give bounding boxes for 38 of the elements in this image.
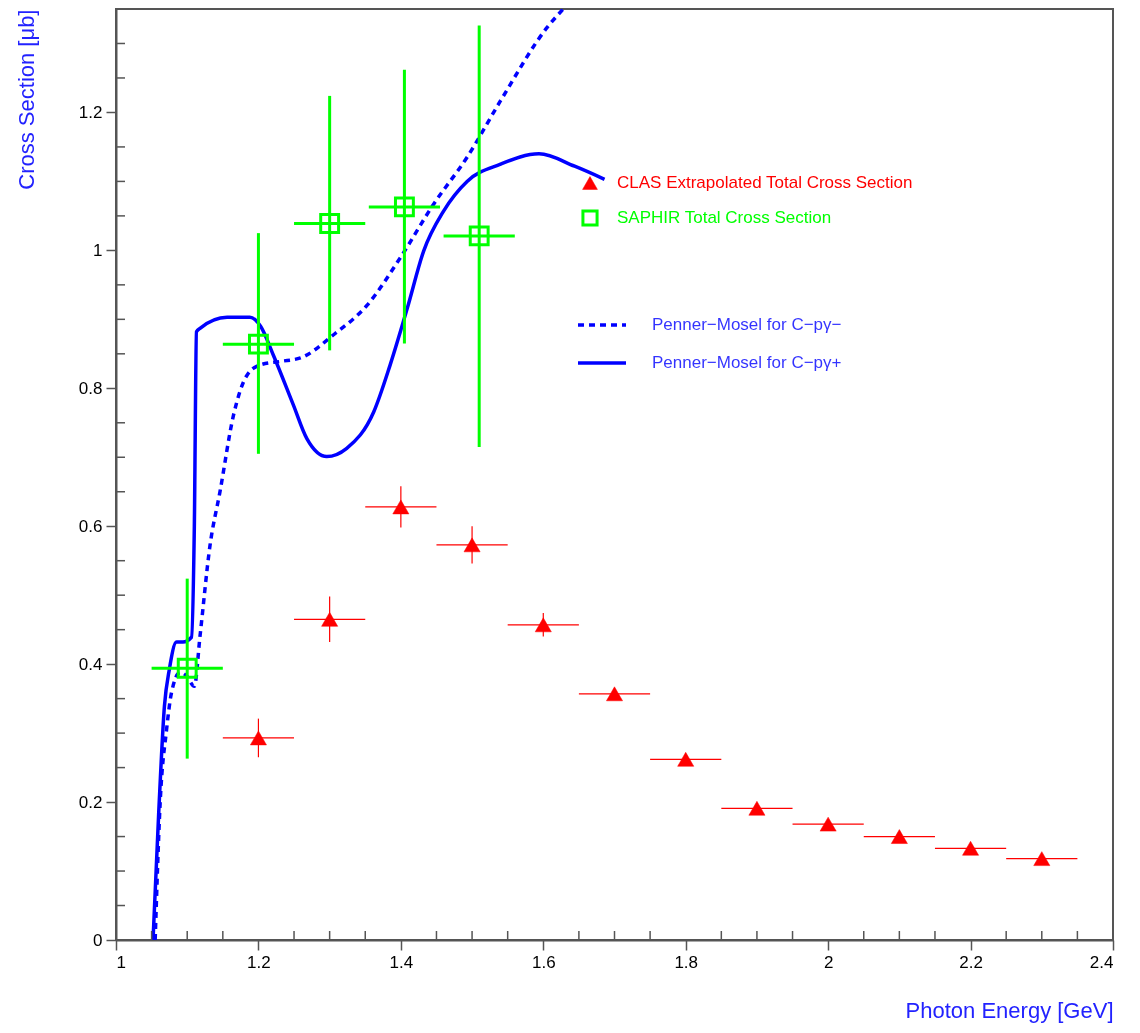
y-tick-label: 0.4 — [78, 654, 103, 674]
y-tick-label: 0 — [93, 930, 103, 950]
x-tick-label: 2.2 — [959, 952, 983, 972]
point — [468, 225, 490, 247]
y-tick-label: 0.8 — [78, 378, 103, 398]
x-tick-label: 1.2 — [247, 952, 271, 972]
x-axis-title: Photon Energy [GeV] — [905, 997, 1114, 1023]
point — [606, 686, 623, 702]
point — [392, 499, 410, 515]
point — [321, 612, 338, 627]
legend-label: Penner−Mosel for C−pγ− — [652, 315, 842, 334]
point — [534, 617, 552, 633]
point — [891, 829, 908, 844]
point — [319, 213, 341, 234]
x-tick-label: 1.4 — [389, 952, 414, 972]
point — [176, 657, 198, 679]
point — [748, 801, 766, 816]
x-tick-label: 1 — [116, 952, 126, 972]
point — [677, 752, 695, 767]
point — [247, 333, 269, 355]
point — [250, 730, 267, 746]
y-tick-label: 0.2 — [78, 792, 103, 812]
y-tick-label: 0.6 — [78, 516, 103, 536]
x-tick-label: 2.4 — [1089, 952, 1114, 972]
x-tick-label: 2 — [823, 952, 834, 972]
point — [962, 841, 979, 856]
legend-label: Penner−Mosel for C−pγ+ — [652, 353, 842, 372]
y-axis-title: Cross Section [μb] — [13, 9, 39, 190]
point — [463, 537, 481, 553]
point — [819, 816, 837, 832]
y-tick-label: 1.2 — [78, 102, 103, 122]
point — [1033, 851, 1051, 866]
x-tick-label: 1.6 — [531, 952, 556, 972]
point — [393, 196, 415, 218]
legend-label: CLAS Extrapolated Total Cross Section — [617, 173, 913, 192]
y-tick-label: 1 — [93, 240, 103, 260]
legend-label: SAPHIR Total Cross Section — [617, 208, 832, 227]
x-tick-label: 1.8 — [674, 952, 699, 972]
